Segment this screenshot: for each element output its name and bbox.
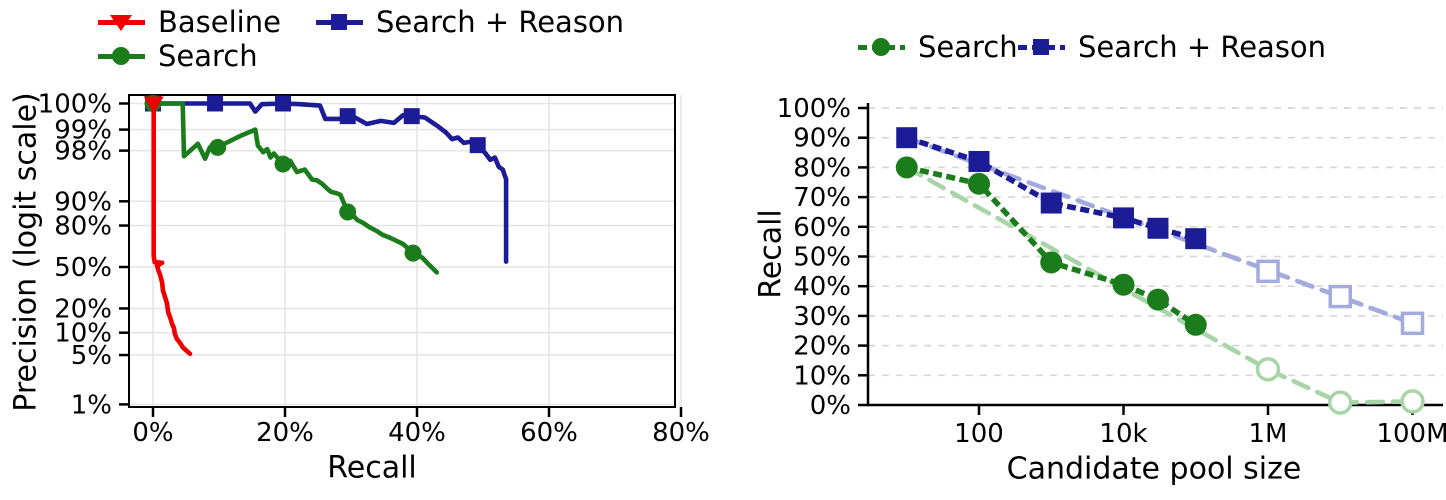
y-tick-label: 98% (54, 137, 112, 167)
right-y-axis-label: Recall (753, 209, 789, 299)
x-tick-label: 80% (652, 418, 710, 448)
right-series-search-extrapolated- (904, 165, 1425, 415)
y-tick-label: 5% (71, 341, 112, 371)
right-series-search-reason (896, 127, 1207, 250)
series-marker (968, 172, 990, 195)
right-grid (868, 107, 1443, 377)
series-marker (1040, 251, 1063, 274)
x-tick-label: 100M (1376, 419, 1446, 449)
series-marker (1255, 357, 1281, 382)
left-axis-ticks: 0% 20% 40% 60% 80%100%99%98%90%80%50%20%10%5… (38, 89, 710, 448)
series-marker (1185, 228, 1207, 250)
y-tick-label: 20% (793, 332, 851, 362)
left-chart: 0% 20% 40% 60% 80%100%99%98%90%80%50%20%10%5… (38, 89, 710, 448)
series-marker (1147, 217, 1169, 239)
x-tick-label: 20% (256, 418, 314, 448)
left-plot-frame (128, 94, 676, 408)
y-tick-label: 80% (793, 153, 851, 183)
right-chart: 0%10%20%30%40%50%60%70%80%90%100% 100 10k 1… (777, 94, 1446, 449)
series-marker (274, 155, 292, 173)
series-marker (339, 108, 356, 125)
series-marker (469, 137, 486, 154)
y-tick-label: 100% (777, 94, 851, 124)
series-marker (895, 156, 918, 179)
series-marker (896, 127, 918, 149)
y-tick-label: 30% (793, 302, 851, 332)
series-marker (1400, 311, 1425, 336)
series-line (150, 101, 509, 264)
right-axis-ticks: 0%10%20%30%40%50%60%70%80%90%100% 100 10k 1… (777, 94, 1446, 449)
fit-line (904, 165, 1415, 405)
y-tick-label: 70% (793, 183, 851, 213)
series-marker (275, 95, 292, 112)
x-tick-label: 10k (1099, 419, 1147, 449)
y-tick-label: 1% (71, 390, 112, 420)
x-tick-label: 100 (954, 419, 1004, 449)
y-tick-label: 50% (793, 243, 851, 273)
series-line (151, 101, 193, 357)
series-marker (1400, 389, 1425, 414)
series-marker (404, 244, 422, 262)
x-tick-label: 40% (388, 418, 446, 448)
right-series-search (895, 156, 1207, 336)
series-marker (1328, 390, 1353, 415)
series-marker (1328, 284, 1352, 309)
left-series-baseline (143, 96, 193, 357)
left-series-search (144, 94, 440, 275)
series-marker (1113, 207, 1134, 229)
x-tick-label: 1M (1249, 419, 1288, 449)
series-marker (143, 96, 164, 114)
y-tick-label: 90% (793, 124, 851, 154)
series-marker (339, 203, 357, 221)
y-tick-label: 80% (54, 212, 112, 242)
series-marker (1112, 273, 1135, 296)
series-line (150, 101, 440, 275)
left-series-search-reason (145, 95, 509, 264)
series-marker (1146, 288, 1169, 311)
series-marker (403, 108, 420, 125)
y-tick-label: 99% (54, 116, 112, 146)
y-tick-label: 10% (54, 319, 112, 349)
y-tick-label: 0% (810, 391, 851, 421)
y-tick-label: 10% (793, 361, 851, 391)
series-marker (209, 138, 227, 156)
left-x-axis-label: Recall (327, 450, 417, 486)
x-tick-label: 0% (132, 418, 173, 448)
x-tick-label: 60% (520, 418, 578, 448)
right-x-axis-label: Candidate pool size (1006, 451, 1302, 487)
series-marker (1184, 313, 1207, 336)
y-tick-label: 20% (54, 294, 112, 324)
y-tick-label: 90% (54, 187, 112, 217)
series-marker (968, 150, 990, 172)
y-tick-label: 50% (54, 253, 112, 283)
series-marker (1256, 259, 1280, 284)
series-marker (207, 95, 224, 112)
y-tick-label: 60% (793, 213, 851, 243)
y-tick-label: 100% (38, 89, 112, 119)
series-marker (1040, 192, 1062, 214)
left-y-axis-label: Precision (logit scale) (8, 92, 44, 412)
y-tick-label: 40% (793, 272, 851, 302)
